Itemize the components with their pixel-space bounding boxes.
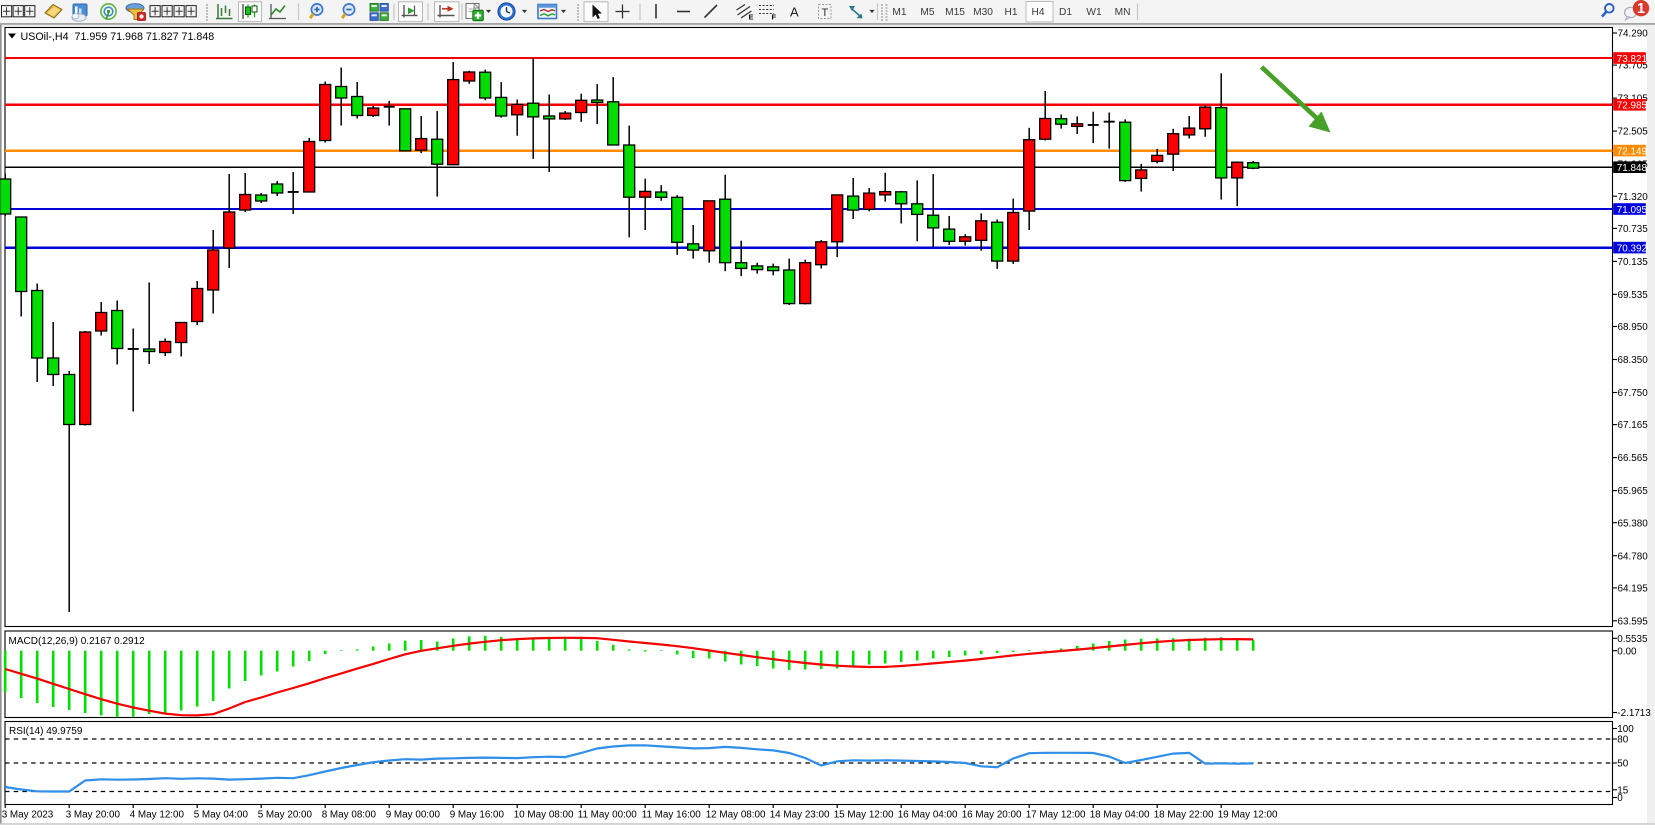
- svg-text:80: 80: [1617, 735, 1628, 746]
- svg-text:68.950: 68.950: [1618, 322, 1649, 333]
- svg-text:18 May 04:00: 18 May 04:00: [1090, 810, 1150, 821]
- svg-text:19 May 12:00: 19 May 12:00: [1218, 810, 1278, 821]
- svg-text:USOil-,H4 71.959 71.968 71.82: USOil-,H4 71.959 71.968 71.827 71.848: [21, 31, 215, 43]
- svg-text:64.195: 64.195: [1618, 584, 1649, 595]
- svg-text:RSI(14) 49.9759: RSI(14) 49.9759: [9, 726, 83, 737]
- svg-text:71.320: 71.320: [1618, 192, 1649, 203]
- svg-text:66.565: 66.565: [1618, 453, 1649, 464]
- svg-text:17 May 12:00: 17 May 12:00: [1026, 810, 1086, 821]
- svg-text:M15: M15: [945, 7, 965, 18]
- svg-text:T: T: [822, 7, 829, 19]
- svg-text:D1: D1: [1059, 7, 1072, 18]
- svg-text:69.535: 69.535: [1618, 290, 1649, 301]
- svg-text:4 May 12:00: 4 May 12:00: [130, 810, 185, 821]
- svg-text:18 May 22:00: 18 May 22:00: [1154, 810, 1214, 821]
- svg-text:74.290: 74.290: [1618, 29, 1649, 40]
- svg-text:0.00: 0.00: [1617, 646, 1637, 657]
- svg-text:70.392: 70.392: [1617, 243, 1647, 254]
- svg-text:67.750: 67.750: [1618, 388, 1649, 399]
- svg-text:0.5535: 0.5535: [1617, 634, 1648, 645]
- svg-text:F: F: [772, 13, 777, 22]
- svg-text:H1: H1: [1004, 7, 1017, 18]
- svg-text:10 May 08:00: 10 May 08:00: [514, 810, 574, 821]
- svg-text:9 May 16:00: 9 May 16:00: [450, 810, 505, 821]
- svg-text:15: 15: [1617, 785, 1628, 796]
- svg-text:68.350: 68.350: [1618, 355, 1649, 366]
- svg-text:M5: M5: [920, 7, 934, 18]
- svg-text:5 May 20:00: 5 May 20:00: [258, 810, 313, 821]
- svg-text:8 May 08:00: 8 May 08:00: [322, 810, 377, 821]
- svg-text:9 May 00:00: 9 May 00:00: [386, 810, 441, 821]
- svg-text:16 May 04:00: 16 May 04:00: [898, 810, 958, 821]
- svg-text:16 May 20:00: 16 May 20:00: [962, 810, 1022, 821]
- svg-text:73.821: 73.821: [1617, 54, 1648, 65]
- svg-text:72.149: 72.149: [1617, 146, 1648, 157]
- svg-text:71.095: 71.095: [1617, 205, 1648, 216]
- svg-text:15 May 12:00: 15 May 12:00: [834, 810, 894, 821]
- svg-text:3 May 2023: 3 May 2023: [2, 810, 54, 821]
- svg-text:72.505: 72.505: [1618, 127, 1649, 138]
- svg-text:11 May 00:00: 11 May 00:00: [578, 810, 638, 821]
- svg-text:H4: H4: [1031, 7, 1044, 18]
- svg-text:70.735: 70.735: [1618, 224, 1649, 235]
- svg-text:14 May 23:00: 14 May 23:00: [770, 810, 830, 821]
- svg-text:-2.1713: -2.1713: [1617, 708, 1651, 719]
- svg-text:0: 0: [1617, 793, 1623, 804]
- svg-text:A: A: [790, 5, 799, 20]
- svg-text:MN: MN: [1115, 7, 1131, 18]
- svg-text:72.985: 72.985: [1617, 101, 1648, 112]
- svg-text:1: 1: [1637, 1, 1645, 17]
- svg-text:W1: W1: [1086, 7, 1102, 18]
- svg-text:71.848: 71.848: [1617, 163, 1648, 174]
- svg-text:64.780: 64.780: [1618, 551, 1649, 562]
- svg-text:E: E: [749, 13, 754, 22]
- svg-text:3 May 20:00: 3 May 20:00: [66, 810, 121, 821]
- svg-text:100: 100: [1617, 724, 1634, 735]
- svg-text:50: 50: [1617, 759, 1628, 770]
- svg-text:65.380: 65.380: [1618, 518, 1649, 529]
- svg-text:5 May 04:00: 5 May 04:00: [194, 810, 249, 821]
- svg-text:73.705: 73.705: [1618, 61, 1649, 72]
- svg-text:12 May 08:00: 12 May 08:00: [706, 810, 766, 821]
- svg-text:63.595: 63.595: [1618, 616, 1649, 627]
- svg-text:67.165: 67.165: [1618, 420, 1649, 431]
- svg-text:M30: M30: [973, 7, 993, 18]
- svg-text:11 May 16:00: 11 May 16:00: [642, 810, 702, 821]
- svg-text:70.135: 70.135: [1618, 257, 1649, 268]
- svg-text:MACD(12,26,9) 0.2167 0.2912: MACD(12,26,9) 0.2167 0.2912: [9, 636, 146, 647]
- svg-text:65.965: 65.965: [1618, 486, 1649, 497]
- svg-text:M1: M1: [892, 7, 906, 18]
